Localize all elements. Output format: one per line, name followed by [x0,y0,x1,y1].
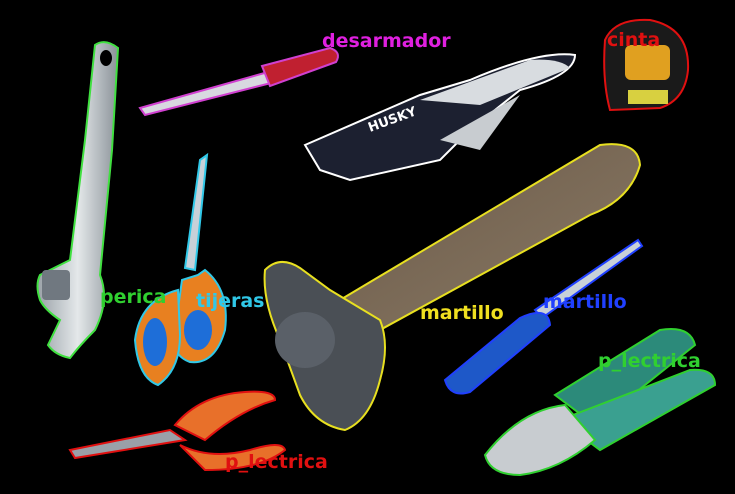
label-pinza-right: p_lectrica [598,350,701,372]
screwdriver-red-object [138,46,339,117]
wrench-object [36,41,120,360]
locking-pliers-object: HUSKY [303,53,577,182]
label-tijeras: tijeras [196,290,265,312]
label-desarmador: desarmador [322,30,451,52]
pliers-red-object [68,390,287,472]
label-perica: perica [100,286,167,308]
scissors-object [133,152,227,387]
label-martillo-blue: martillo [543,291,627,313]
label-pinza-bottom: p_lectrica [225,451,328,473]
label-martillo-yellow: martillo [420,302,504,324]
hammer-object [263,143,642,432]
screwdriver-blue-object [443,238,644,395]
pliers-green-object [483,328,717,477]
label-cinta: cinta [607,29,661,51]
tape-measure-object [603,18,690,112]
